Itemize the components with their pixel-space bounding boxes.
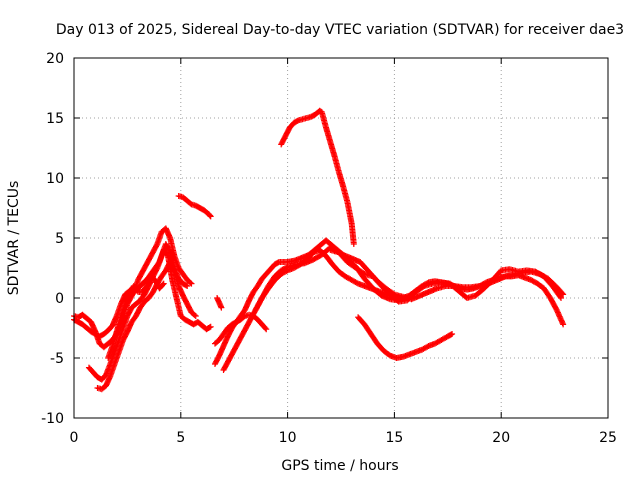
data-point xyxy=(187,279,194,286)
y-tick-label: 0 xyxy=(55,291,64,307)
data-point xyxy=(166,248,173,255)
series-arc-14 xyxy=(252,244,411,313)
series-arc-11 xyxy=(278,107,357,247)
x-tick-label: 20 xyxy=(492,430,510,446)
data-point xyxy=(420,283,427,290)
data-layer xyxy=(71,107,567,393)
y-tick-label: -10 xyxy=(41,411,64,427)
data-point xyxy=(263,326,270,333)
data-point xyxy=(160,280,167,287)
x-tick-label: 0 xyxy=(70,430,79,446)
chart-title: Day 013 of 2025, Sidereal Day-to-day VTE… xyxy=(56,22,624,38)
data-point xyxy=(188,280,195,287)
y-tick-label: 5 xyxy=(55,231,64,247)
data-point xyxy=(557,293,564,300)
grid xyxy=(74,58,608,418)
data-point xyxy=(192,313,199,319)
x-tick-label: 25 xyxy=(599,430,617,446)
y-tick-label: 20 xyxy=(46,51,64,67)
data-point xyxy=(206,212,213,219)
data-point xyxy=(558,295,565,301)
series-arc-7 xyxy=(214,295,225,311)
data-point xyxy=(262,325,269,332)
data-point xyxy=(404,295,411,301)
data-point xyxy=(207,213,214,220)
data-point xyxy=(560,321,567,328)
y-axis-label: SDTVAR / TECUs xyxy=(6,181,22,296)
y-tick-label: -5 xyxy=(50,351,64,367)
y-tick-label: 10 xyxy=(46,171,64,187)
series-arc-6 xyxy=(175,193,214,220)
series-arc-4 xyxy=(94,259,199,393)
data-point xyxy=(159,281,166,288)
data-point xyxy=(350,241,357,247)
series-arc-12 xyxy=(355,314,456,361)
series-arc-5 xyxy=(105,273,167,361)
data-point xyxy=(207,323,214,330)
data-point xyxy=(184,283,191,289)
x-tick-label: 5 xyxy=(176,430,185,446)
y-tick-label: 15 xyxy=(46,111,64,127)
ticks: 0 5 10 15 20 25 -10 -5 0 5 10 15 20 xyxy=(41,51,617,446)
data-point xyxy=(218,304,225,311)
x-tick-label: 10 xyxy=(279,430,297,446)
data-point xyxy=(191,312,198,319)
data-point xyxy=(449,331,456,337)
x-tick-label: 15 xyxy=(385,430,403,446)
data-point xyxy=(283,264,290,271)
x-axis-label: GPS time / hours xyxy=(281,458,398,474)
